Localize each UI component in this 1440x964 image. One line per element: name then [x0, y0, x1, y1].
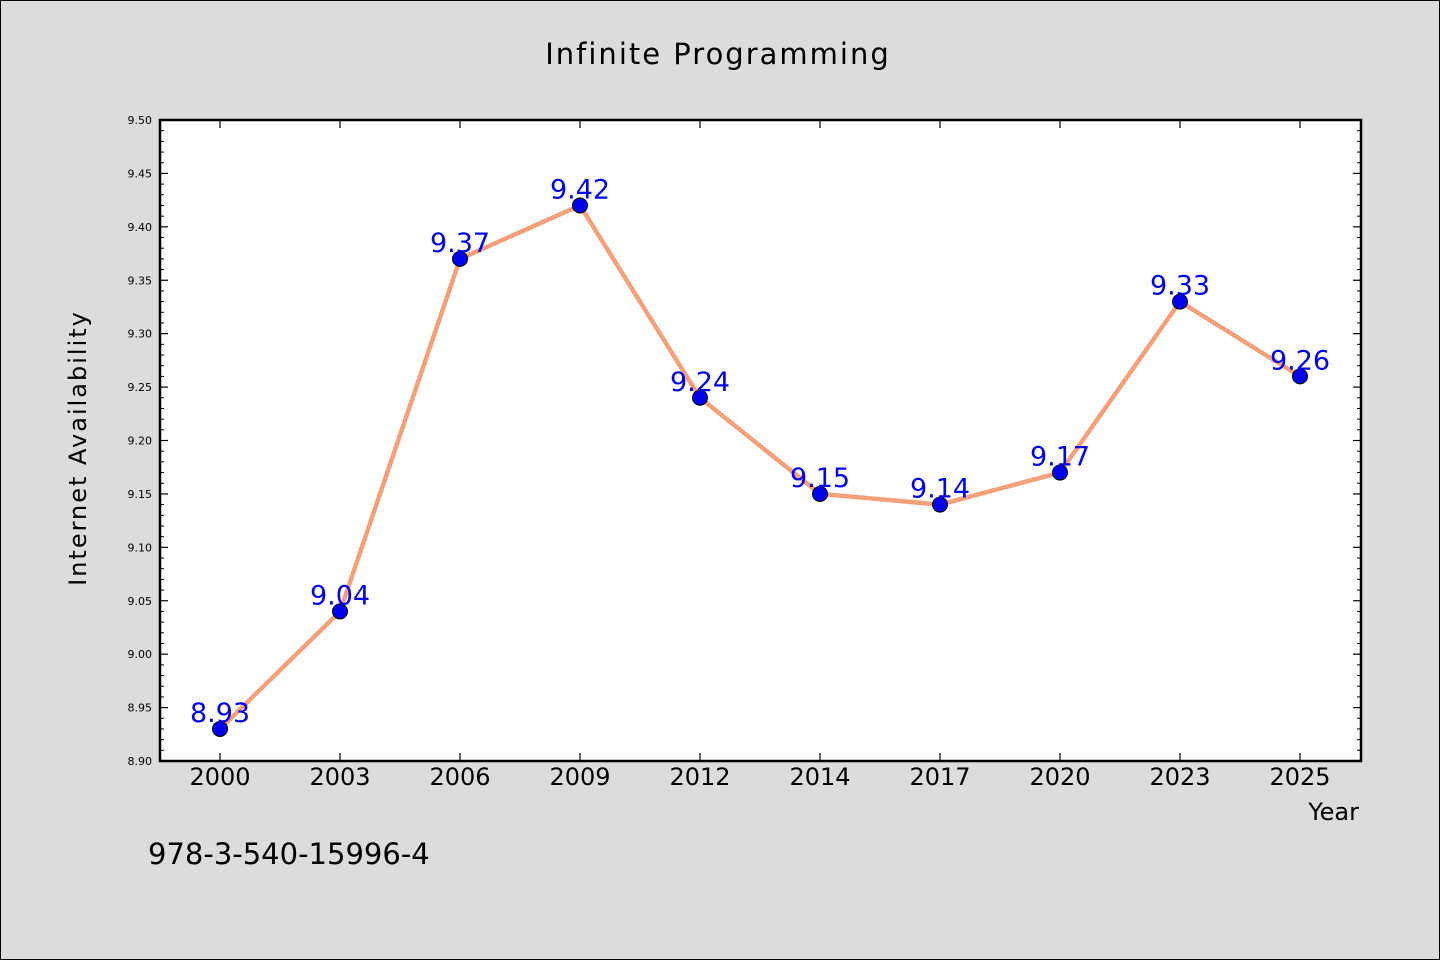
data-label: 9.15	[790, 463, 850, 494]
x-tick-label: 2020	[1029, 763, 1090, 791]
x-axis-ticks	[219, 120, 1301, 761]
annotation-isbn: 978-3-540-15996-4	[148, 837, 430, 871]
x-tick-label: 2000	[189, 763, 250, 791]
data-label: 9.24	[670, 367, 730, 398]
data-label: 9.26	[1270, 345, 1330, 376]
y-tick-label: 9.45	[128, 167, 153, 180]
chart-title: Infinite Programming	[545, 37, 891, 71]
series-markers	[212, 197, 1308, 737]
y-tick-label: 9.35	[128, 274, 153, 287]
y-tick-label: 9.50	[128, 114, 153, 127]
x-tick-label: 2023	[1149, 763, 1210, 791]
y-tick-label: 9.40	[128, 221, 153, 234]
data-point	[1172, 293, 1188, 310]
data-point	[812, 485, 828, 502]
data-point	[332, 603, 348, 620]
data-point	[572, 197, 588, 214]
y-axis-tick-labels: 8.90 8.95 9.00 9.05 9.10 9.15 9.20 9.25 9.30 9.35…	[128, 114, 153, 768]
y-tick-label: 9.25	[128, 381, 153, 394]
data-point	[1052, 464, 1068, 481]
data-label: 9.14	[910, 474, 970, 505]
data-point	[1292, 368, 1308, 385]
y-tick-label: 8.95	[128, 702, 153, 715]
x-tick-label: 2012	[669, 763, 730, 791]
data-label: 9.37	[430, 228, 490, 259]
x-tick-label: 2025	[1269, 763, 1330, 791]
y-tick-label: 9.00	[128, 648, 153, 661]
data-label: 9.33	[1150, 271, 1210, 302]
x-tick-label: 2017	[909, 763, 970, 791]
data-point	[212, 720, 228, 737]
x-tick-label: 2014	[789, 763, 850, 791]
data-labels: 8.93 9.04 9.37 9.42 9.24 9.15 9.14 9.17 9.33 9.26	[190, 174, 1330, 728]
data-label: 9.04	[310, 580, 370, 611]
y-tick-label: 9.20	[128, 435, 153, 448]
y-axis-label: Internet Availability	[64, 310, 92, 586]
x-axis-tick-labels: 2000 2003 2006 2009 2012 2014 2017 2020 2023 2025	[189, 763, 1330, 791]
data-label: 9.17	[1030, 442, 1090, 473]
data-point	[932, 496, 948, 513]
data-label: 9.42	[550, 174, 610, 205]
x-axis-label: Year	[1307, 798, 1359, 826]
x-tick-label: 2009	[549, 763, 610, 791]
y-tick-label: 9.30	[128, 328, 153, 341]
y-tick-label: 9.05	[128, 595, 153, 608]
x-tick-label: 2003	[309, 763, 370, 791]
y-tick-label: 8.90	[128, 755, 153, 768]
plot-area	[158, 118, 1363, 763]
data-label: 8.93	[190, 698, 250, 729]
y-axis-ticks	[160, 119, 1361, 762]
data-point	[692, 389, 708, 406]
data-point	[452, 250, 468, 267]
y-tick-label: 9.10	[128, 541, 153, 554]
y-tick-label: 9.15	[128, 488, 153, 501]
series-line	[217, 203, 1303, 732]
x-tick-label: 2006	[429, 763, 490, 791]
